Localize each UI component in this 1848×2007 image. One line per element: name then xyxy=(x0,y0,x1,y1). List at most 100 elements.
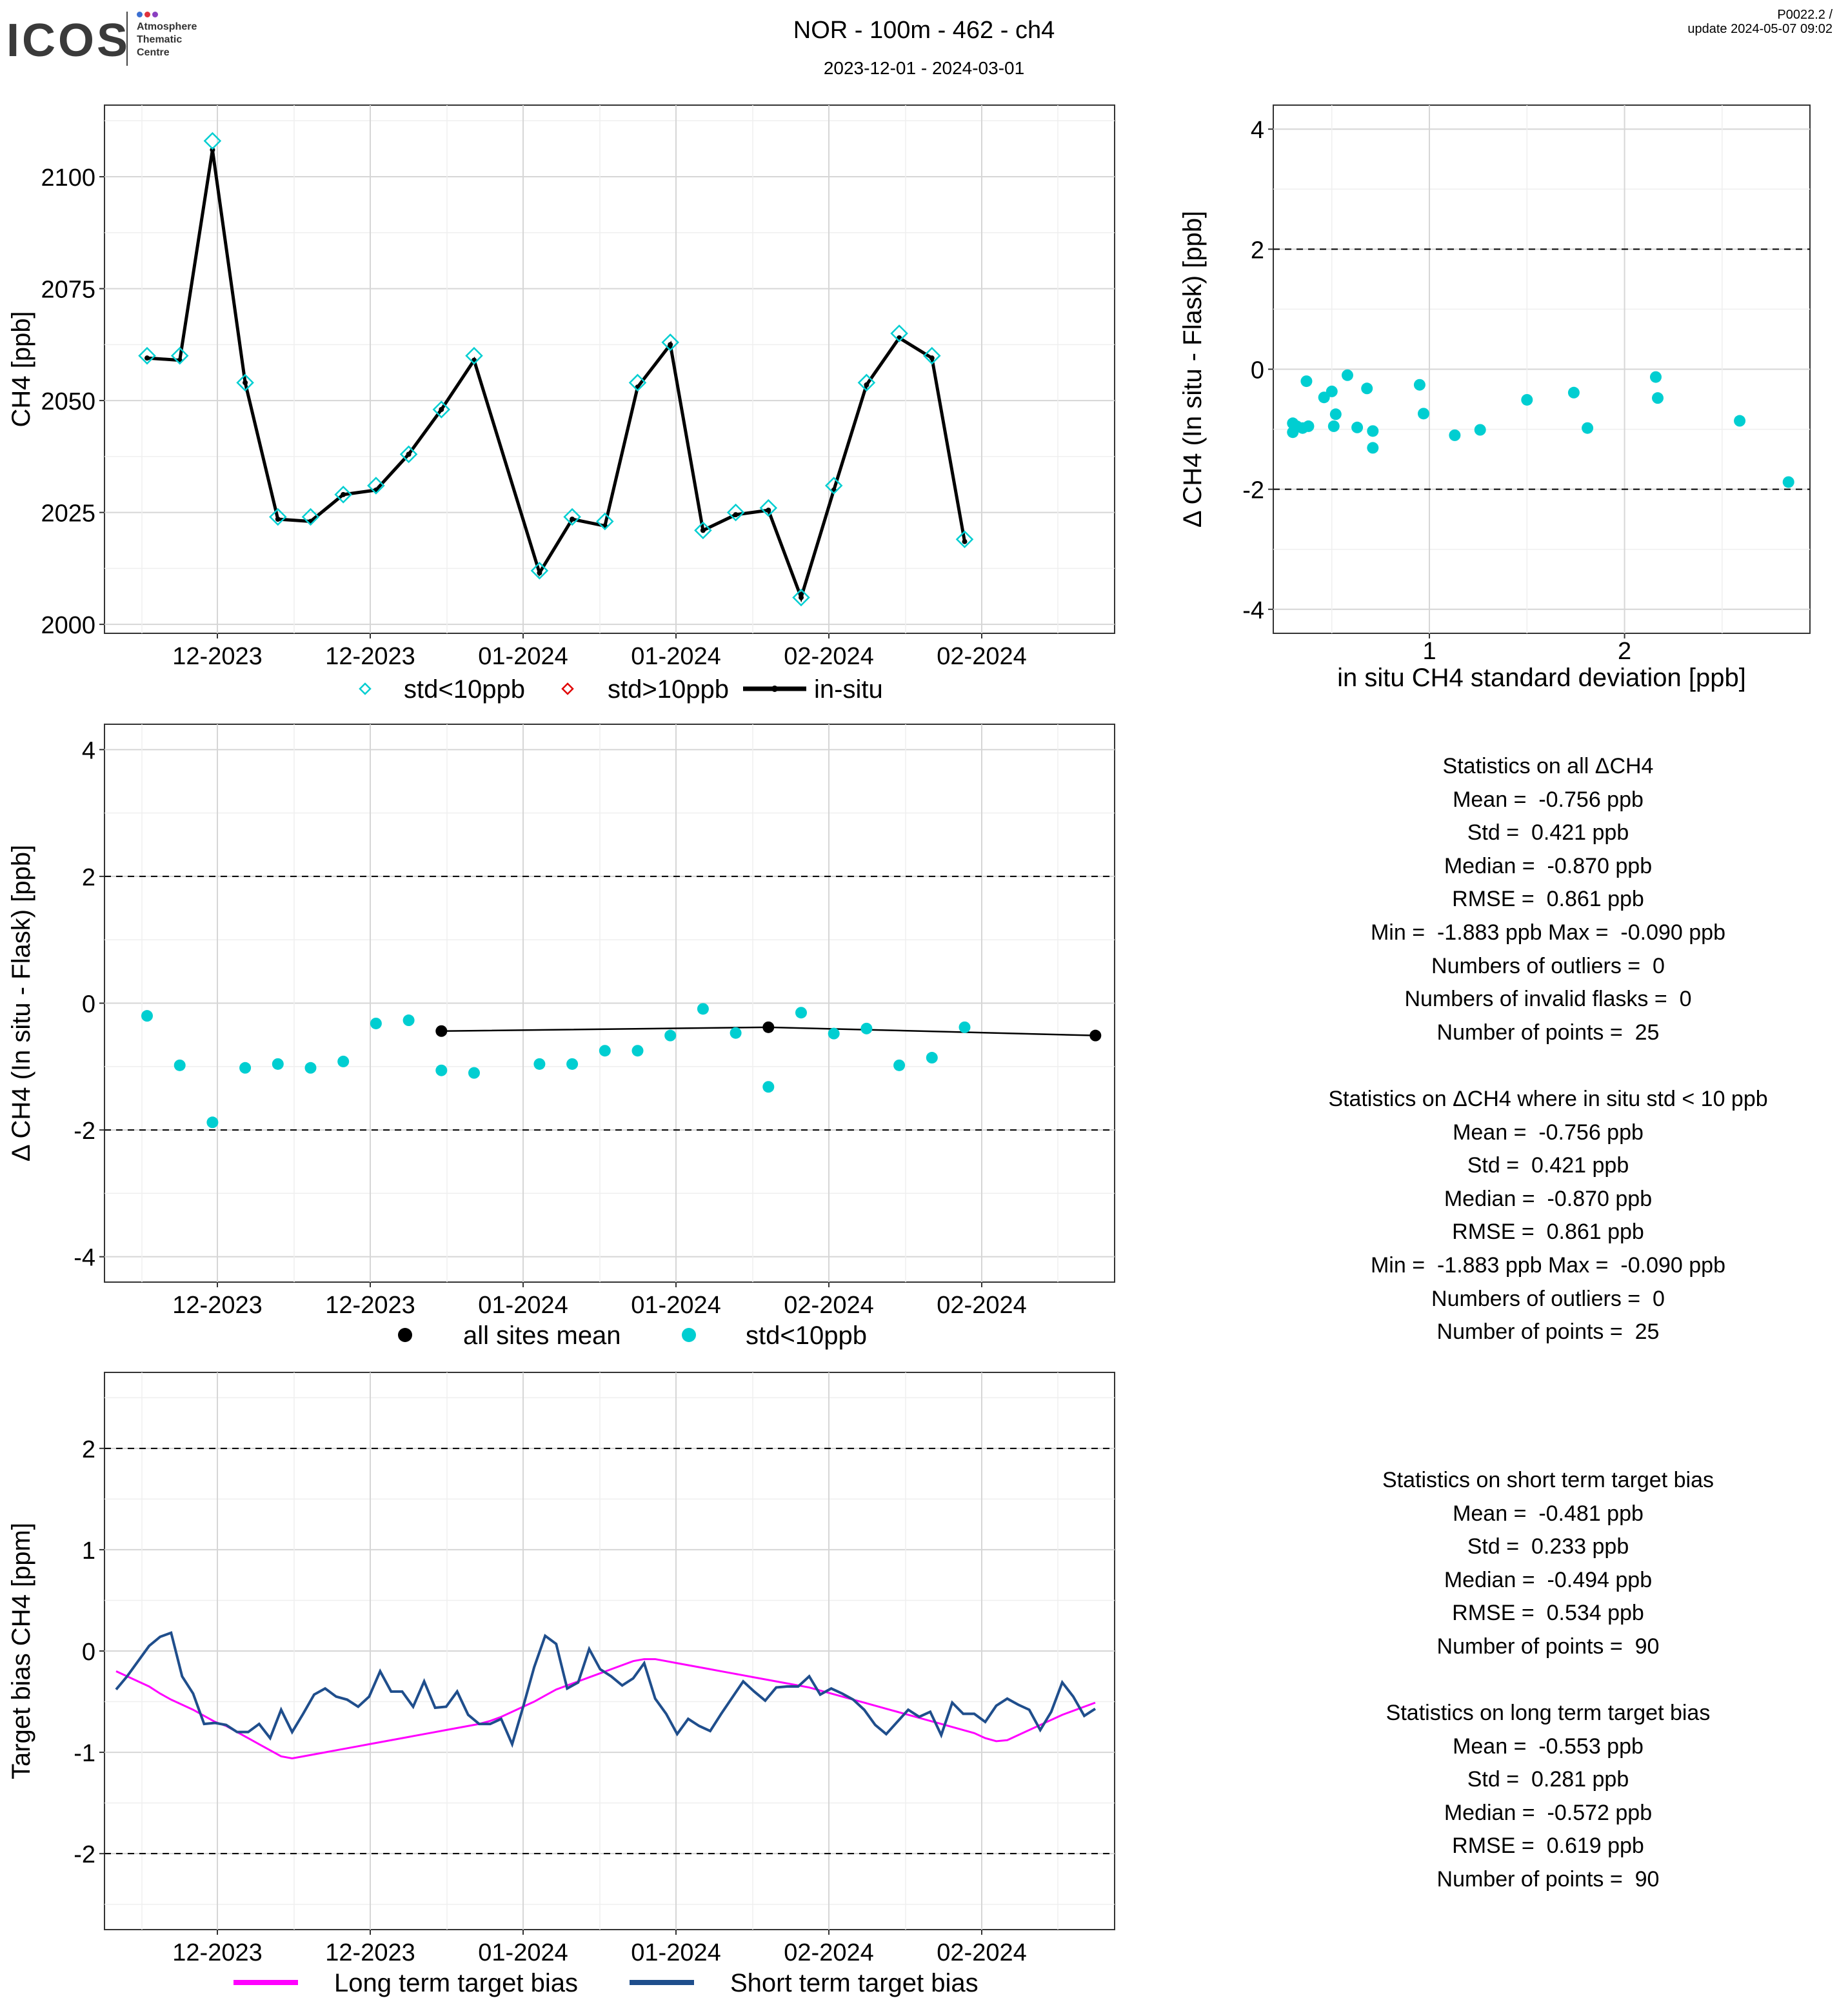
in-situ-point xyxy=(962,539,968,544)
legend-std-gt-10-swatch xyxy=(561,682,574,695)
stats-heading: Statistics on long term target bias xyxy=(1386,1701,1711,1725)
scatter-point xyxy=(1327,420,1340,432)
stats-line: Std = 0.281 ppb xyxy=(1467,1767,1629,1792)
stats-line: Median = -0.870 ppb xyxy=(1444,1186,1653,1211)
delta-point xyxy=(533,1058,546,1070)
version-label: P0022.2 / xyxy=(1777,8,1833,22)
delta-point xyxy=(697,1003,709,1015)
in-situ-point xyxy=(243,380,248,386)
x-tick-label: 02-2024 xyxy=(937,1292,1026,1319)
scatter-point xyxy=(1582,422,1594,434)
all-sites-mean-point xyxy=(1089,1029,1102,1042)
y-tick-label: 2 xyxy=(82,864,95,891)
stats-all-delta: Statistics on all ΔCH4 Mean = -0.756 ppb S… xyxy=(1226,750,1848,1049)
stats-line: Std = 0.421 ppb xyxy=(1467,820,1629,845)
x-tick-label: 12-2023 xyxy=(172,1939,262,1966)
std-lt-10-marker xyxy=(726,503,745,522)
delta-point xyxy=(730,1027,742,1039)
in-situ-point xyxy=(668,342,673,348)
stats-line: Number of points = 25 xyxy=(1436,1320,1660,1345)
x-axis-label: in situ CH4 standard deviation [ppb] xyxy=(1337,664,1746,692)
in-situ-point xyxy=(537,570,542,576)
in-situ-point xyxy=(733,512,739,518)
legend-all-sites-mean: all sites mean xyxy=(463,1321,621,1350)
in-situ-point xyxy=(144,355,150,361)
y-tick-label: 0 xyxy=(82,1639,95,1666)
stats-line: Mean = -0.553 ppb xyxy=(1453,1734,1644,1759)
stats-line: Median = -0.494 ppb xyxy=(1444,1567,1653,1592)
std-lt-10-marker xyxy=(269,508,287,526)
scatter-point xyxy=(1300,375,1313,388)
stats-line: RMSE = 0.534 ppb xyxy=(1452,1601,1644,1626)
scatter-point xyxy=(1521,393,1533,406)
in-situ-point xyxy=(275,517,281,522)
scatter-point xyxy=(1567,386,1580,399)
delta-point xyxy=(893,1059,906,1071)
logo-sub-line: Thematic xyxy=(137,34,183,45)
logo-dot-red xyxy=(144,12,150,17)
y-axis-label: Δ CH4 (In situ - Flask) [ppb] xyxy=(7,845,35,1162)
logo-sub-line: Atmosphere xyxy=(137,21,197,32)
x-tick-label: 01-2024 xyxy=(631,643,720,670)
stats-line: Median = -0.572 ppb xyxy=(1444,1800,1653,1825)
x-tick-label: 1 xyxy=(1422,638,1436,665)
timeseries-plot-frame xyxy=(104,104,1115,634)
stats-line: Min = -1.883 ppb Max = -0.090 ppb xyxy=(1370,1252,1725,1278)
delta-point xyxy=(664,1029,677,1042)
delta-point xyxy=(860,1022,873,1034)
stats-std-delta: Statistics on ΔCH4 where in situ std < 1… xyxy=(1226,1083,1848,1349)
std-lt-10-marker xyxy=(399,445,418,464)
stats-line: Min = -1.883 ppb Max = -0.090 ppb xyxy=(1370,920,1725,945)
logo-divider xyxy=(126,12,128,66)
stats-line: Number of points = 90 xyxy=(1436,1866,1660,1892)
scatter-point xyxy=(1449,429,1461,441)
x-tick-label: 01-2024 xyxy=(478,643,568,670)
logo-dot-blue xyxy=(137,12,143,17)
std-lt-10-marker xyxy=(857,373,876,392)
std-lt-10-marker xyxy=(203,132,222,150)
logo-sub-line: Centre xyxy=(137,47,170,58)
in-situ-point xyxy=(864,382,869,388)
scatter-point xyxy=(1367,442,1379,454)
y-tick-label: -1 xyxy=(74,1740,95,1767)
scatter-point xyxy=(1361,382,1373,395)
delta-point xyxy=(599,1045,611,1057)
scatter-point xyxy=(1329,408,1342,420)
stats-short-term: Statistics on short term target bias Mean… xyxy=(1226,1464,1848,1664)
x-tick-label: 02-2024 xyxy=(937,643,1026,670)
x-tick-label: 2 xyxy=(1618,638,1631,665)
x-tick-label: 02-2024 xyxy=(784,1292,873,1319)
stats-line: RMSE = 0.861 ppb xyxy=(1452,887,1644,912)
stats-line: Std = 0.233 ppb xyxy=(1467,1534,1629,1559)
scatter-point xyxy=(1474,424,1486,436)
x-tick-label: 02-2024 xyxy=(784,1939,873,1966)
legend-std-lt-10: std<10ppb xyxy=(404,675,525,704)
delta-point xyxy=(468,1067,480,1079)
std-lt-10-marker xyxy=(563,508,581,526)
x-tick-label: 01-2024 xyxy=(631,1292,720,1319)
scatter-point xyxy=(1367,425,1379,437)
std-lt-10-marker xyxy=(923,346,941,365)
x-tick-label: 01-2024 xyxy=(478,1939,568,1966)
std-lt-10-marker xyxy=(236,373,254,392)
delta-point xyxy=(206,1116,219,1129)
in-situ-point xyxy=(700,528,706,533)
scatter-point xyxy=(1782,476,1794,488)
legend-std-lt-10-swatch xyxy=(359,682,372,695)
stats-long-term: Statistics on long term target bias Mean … xyxy=(1226,1697,1848,1897)
legend-std-gt-10: std>10ppb xyxy=(608,675,729,704)
stats-heading: Statistics on ΔCH4 where in situ std < 1… xyxy=(1328,1087,1768,1111)
stats-line: Numbers of invalid flasks = 0 xyxy=(1404,987,1692,1012)
y-tick-label: 2 xyxy=(1251,237,1264,264)
stats-line: Mean = -0.756 ppb xyxy=(1453,787,1644,812)
delta-point xyxy=(795,1007,807,1019)
delta-point xyxy=(566,1058,579,1070)
delta-point xyxy=(174,1059,186,1071)
y-tick-label: 0 xyxy=(82,991,95,1018)
y-tick-label: -2 xyxy=(74,1841,95,1868)
date-range: 2023-12-01 - 2024-03-01 xyxy=(823,58,1025,78)
std-lt-10-marker xyxy=(530,562,549,580)
in-situ-point xyxy=(799,595,804,600)
legend-in-situ: in-situ xyxy=(814,675,883,704)
